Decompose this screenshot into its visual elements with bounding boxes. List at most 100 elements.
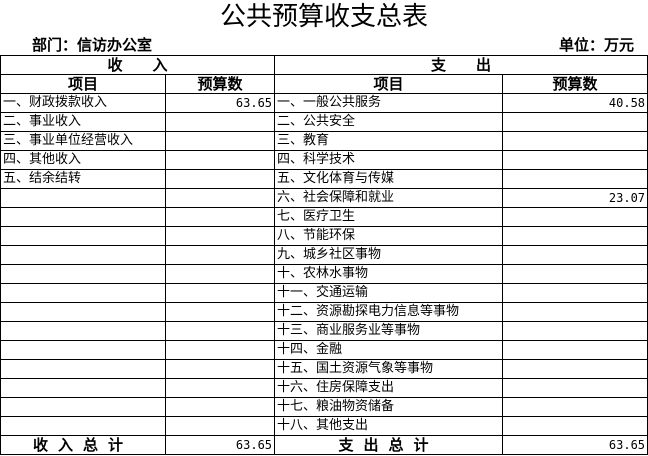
income-item-cell	[0, 264, 166, 284]
income-amount-cell	[164, 131, 276, 151]
expense-item-cell: 六、社会保障和就业	[274, 188, 504, 208]
expense-item-cell: 十五、国土资源气象等事物	[274, 359, 504, 379]
expense-amount-cell	[502, 226, 648, 246]
table-row: 四、其他收入 四、科学技术	[0, 150, 648, 170]
department-label: 部门：信访办公室	[32, 36, 153, 54]
budget-table: 收 入 支 出 项目 预算数 项目 预算数 一、财政拨款收入 63.65 一、一般公…	[0, 55, 648, 455]
expense-amount-header: 预算数	[502, 74, 648, 94]
income-amount-cell	[164, 321, 276, 341]
expense-item-cell: 八、节能环保	[274, 226, 504, 246]
table-row: 十五、国土资源气象等事物	[0, 359, 648, 379]
income-item-cell	[0, 283, 166, 303]
income-amount-cell	[164, 207, 276, 227]
table-row: 九、城乡社区事物	[0, 245, 648, 265]
expense-item-cell: 四、科学技术	[274, 150, 504, 170]
income-item-cell: 一、财政拨款收入	[0, 93, 166, 113]
page-title: 公共预算收支总表	[219, 2, 428, 32]
income-amount-cell	[164, 302, 276, 322]
table-row: 十、农林水事物	[0, 264, 648, 284]
expense-item-cell: 十三、商业服务业等事物	[274, 321, 504, 341]
income-item-cell: 四、其他收入	[0, 150, 166, 170]
expense-item-header: 项目	[274, 74, 504, 94]
expense-item-cell: 二、公共安全	[274, 112, 504, 132]
table-row: 十二、资源勘探电力信息等事物	[0, 302, 648, 322]
expense-item-cell: 十四、金融	[274, 340, 504, 360]
expense-total-label: 支出总计	[274, 435, 504, 455]
income-amount-cell	[164, 188, 276, 208]
income-item-cell	[0, 378, 166, 398]
income-item-cell	[0, 416, 166, 436]
table-row: 十四、金融	[0, 340, 648, 360]
expense-amount-cell: 40.58	[502, 93, 648, 113]
income-item-cell: 三、事业单位经营收入	[0, 131, 166, 151]
expense-item-cell: 七、医疗卫生	[274, 207, 504, 227]
income-amount-cell	[164, 264, 276, 284]
table-row: 十七、粮油物资储备	[0, 397, 648, 417]
income-item-cell: 五、结余结转	[0, 169, 166, 189]
expense-total-amount: 63.65	[502, 435, 648, 455]
table-row: 六、社会保障和就业 23.07	[0, 188, 648, 208]
expense-amount-cell	[502, 302, 648, 322]
income-amount-cell	[164, 416, 276, 436]
expense-section-header: 支 出	[274, 55, 648, 75]
income-item-cell	[0, 226, 166, 246]
expense-item-cell: 十六、住房保障支出	[274, 378, 504, 398]
table-row: 十八、其他支出	[0, 416, 648, 436]
income-amount-cell	[164, 150, 276, 170]
table-row: 八、节能环保	[0, 226, 648, 246]
expense-amount-cell	[502, 283, 648, 303]
income-total-label: 收入总计	[0, 435, 166, 455]
income-item-cell: 二、事业收入	[0, 112, 166, 132]
expense-item-cell: 九、城乡社区事物	[274, 245, 504, 265]
income-item-cell	[0, 302, 166, 322]
expense-amount-cell	[502, 397, 648, 417]
income-amount-cell	[164, 359, 276, 379]
column-header-row: 项目 预算数 项目 预算数	[0, 74, 648, 94]
header-info-row: 部门：信访办公室 单位：万元	[0, 35, 646, 55]
income-item-cell	[0, 245, 166, 265]
income-amount-cell	[164, 397, 276, 417]
expense-item-cell: 十八、其他支出	[274, 416, 504, 436]
expense-amount-cell	[502, 150, 648, 170]
table-row: 一、财政拨款收入 63.65 一、一般公共服务 40.58	[0, 93, 648, 113]
expense-amount-cell	[502, 340, 648, 360]
expense-item-cell: 一、一般公共服务	[274, 93, 504, 113]
expense-amount-cell	[502, 131, 648, 151]
table-row: 二、事业收入 二、公共安全	[0, 112, 648, 132]
expense-amount-cell	[502, 112, 648, 132]
expense-item-cell: 十、农林水事物	[274, 264, 504, 284]
expense-amount-cell	[502, 416, 648, 436]
income-amount-cell	[164, 226, 276, 246]
income-amount-cell	[164, 283, 276, 303]
expense-amount-cell	[502, 207, 648, 227]
expense-item-cell: 三、教育	[274, 131, 504, 151]
income-item-cell	[0, 397, 166, 417]
table-row: 十一、交通运输	[0, 283, 648, 303]
income-item-cell	[0, 207, 166, 227]
expense-amount-cell	[502, 264, 648, 284]
income-item-cell	[0, 188, 166, 208]
income-item-cell	[0, 359, 166, 379]
expense-amount-cell	[502, 169, 648, 189]
income-amount-cell: 63.65	[164, 93, 276, 113]
income-amount-cell	[164, 245, 276, 265]
expense-amount-cell	[502, 378, 648, 398]
expense-amount-cell	[502, 321, 648, 341]
totals-row: 收入总计 63.65 支出总计 63.65	[0, 435, 648, 455]
income-item-cell	[0, 321, 166, 341]
expense-amount-cell: 23.07	[502, 188, 648, 208]
table-row: 十三、商业服务业等事物	[0, 321, 648, 341]
income-amount-cell	[164, 340, 276, 360]
income-amount-cell	[164, 169, 276, 189]
expense-item-cell: 五、文化体育与传媒	[274, 169, 504, 189]
table-row: 三、事业单位经营收入 三、教育	[0, 131, 648, 151]
expense-amount-cell	[502, 359, 648, 379]
income-amount-header: 预算数	[164, 74, 276, 94]
table-row: 五、结余结转 五、文化体育与传媒	[0, 169, 648, 189]
expense-item-cell: 十一、交通运输	[274, 283, 504, 303]
table-row: 七、医疗卫生	[0, 207, 648, 227]
income-amount-cell	[164, 378, 276, 398]
expense-item-cell: 十七、粮油物资储备	[274, 397, 504, 417]
expense-item-cell: 十二、资源勘探电力信息等事物	[274, 302, 504, 322]
income-total-amount: 63.65	[164, 435, 276, 455]
